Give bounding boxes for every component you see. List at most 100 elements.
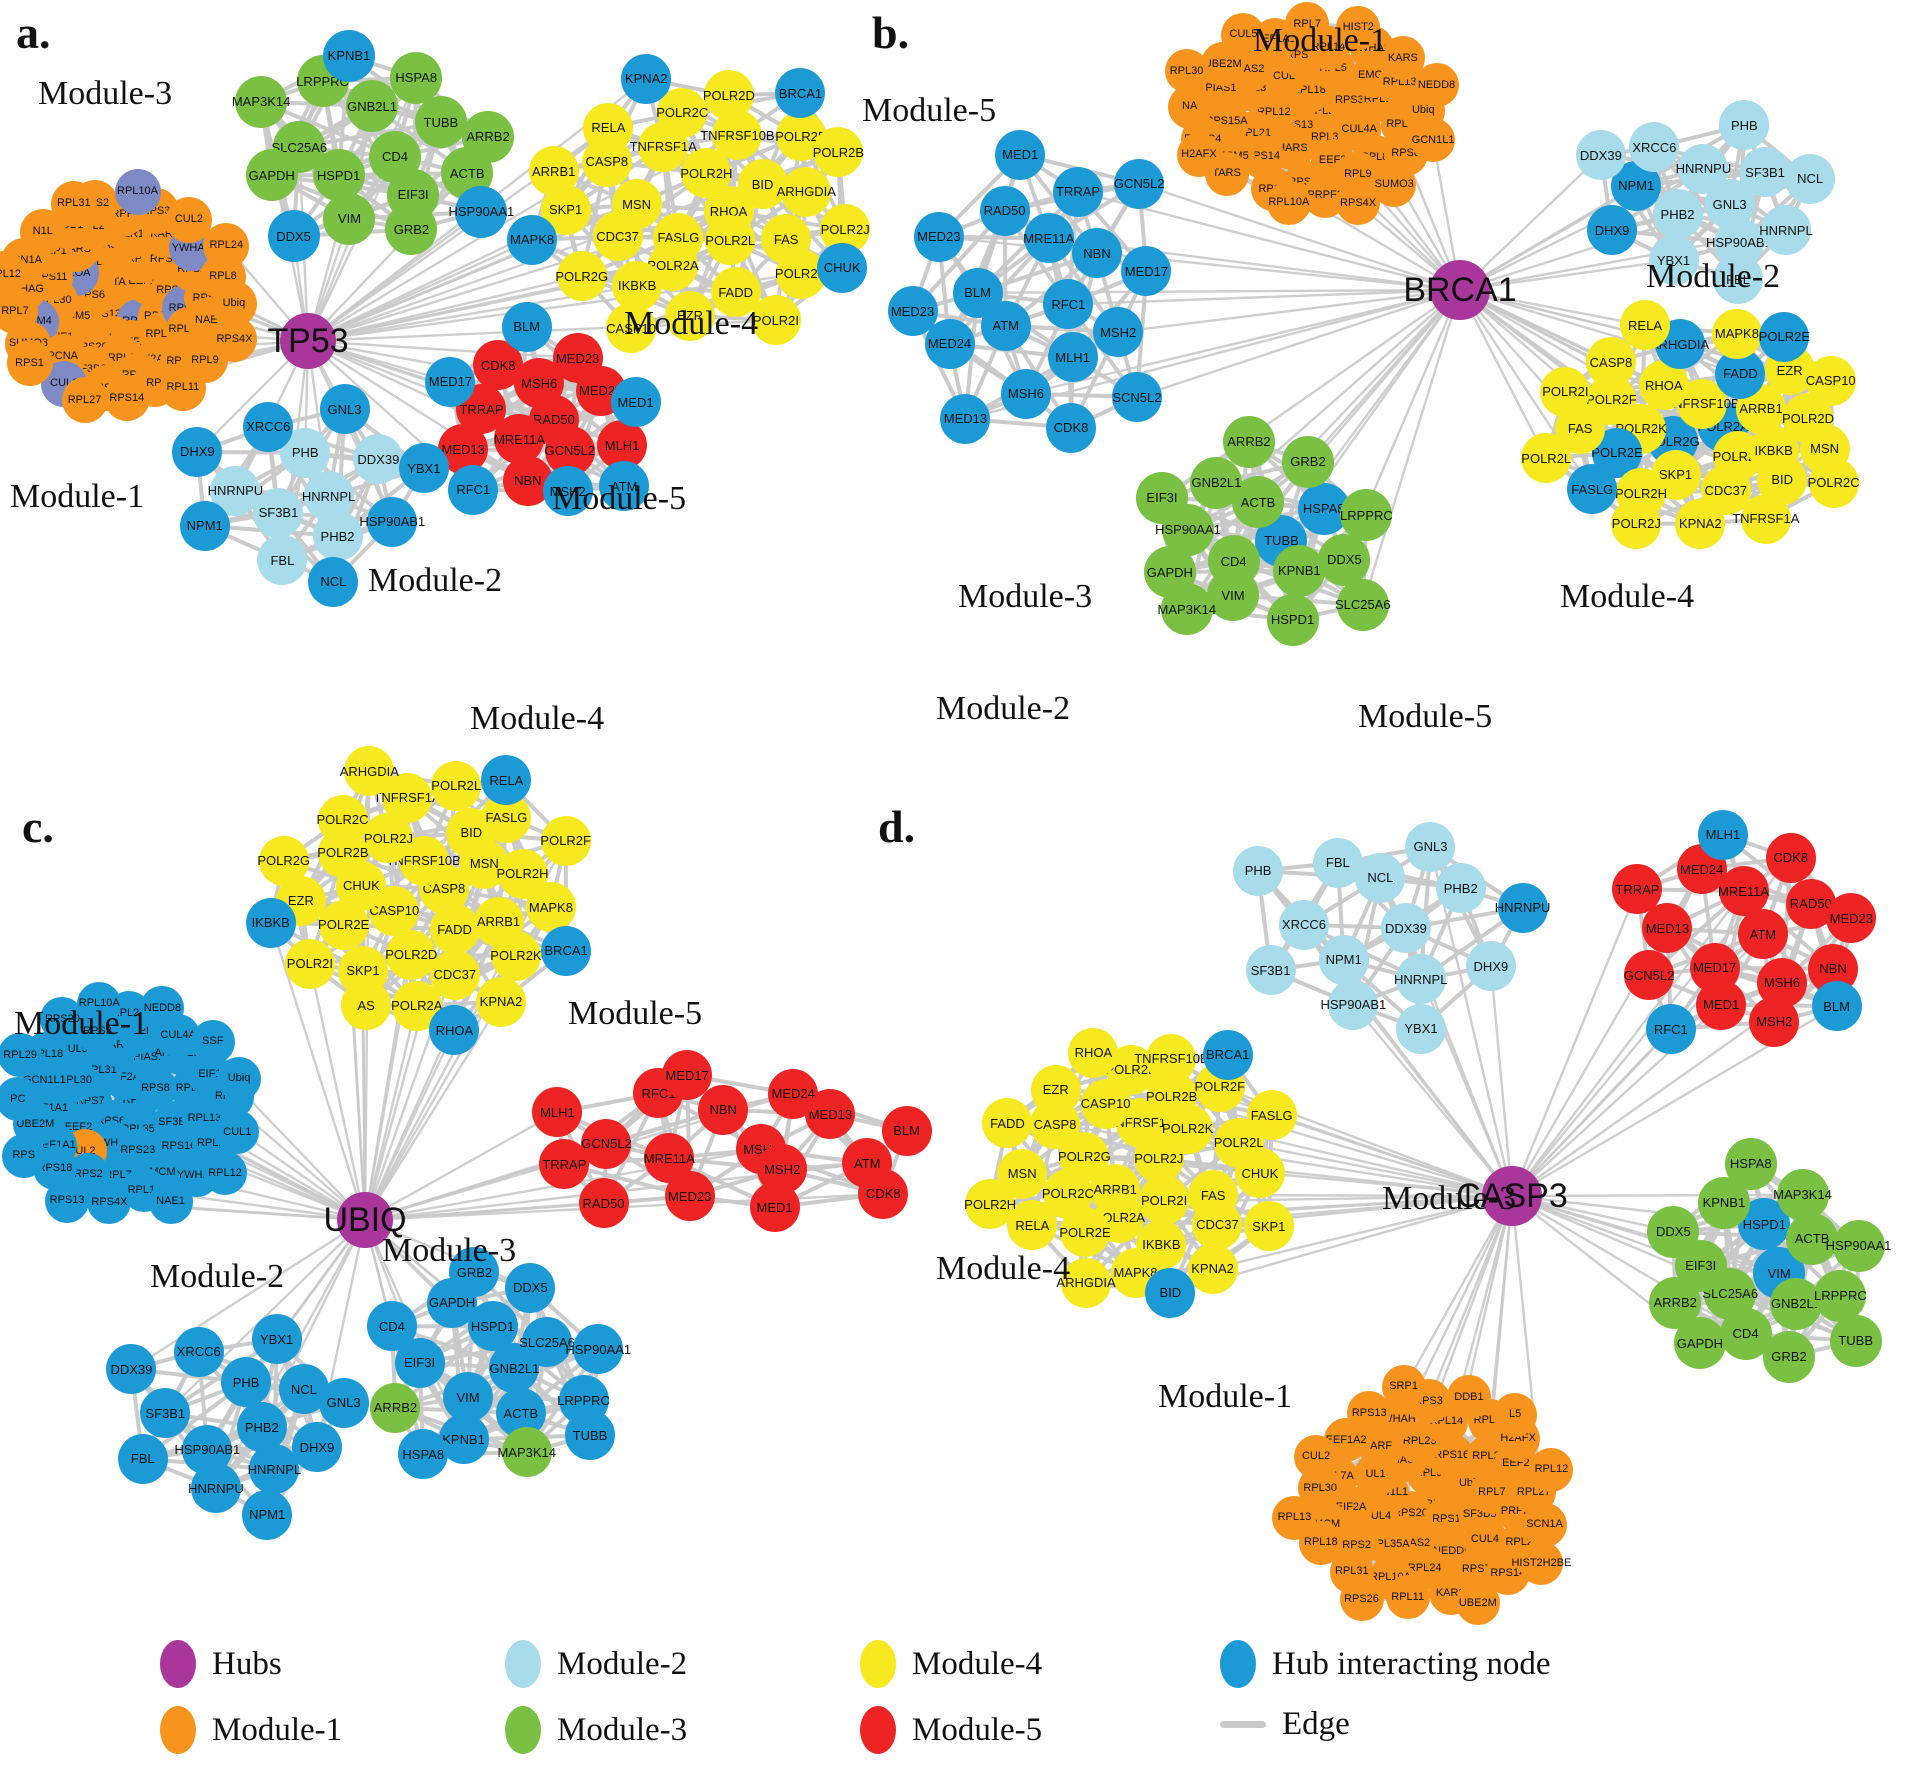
network-node[interactable]: HNRNPL [1394, 954, 1448, 1005]
node-label: HSPA8 [1729, 1156, 1772, 1172]
node-label: HSP90AB1 [1320, 997, 1387, 1013]
network-node[interactable]: FBL [1312, 837, 1363, 888]
module-label-b-0: Module-1 [1253, 22, 1388, 59]
network-node[interactable]: HNRNPU [1495, 882, 1550, 933]
node-label: CUL4 [1470, 1532, 1500, 1545]
network-node[interactable]: NCL [1355, 852, 1406, 903]
network-node[interactable]: GCN5L2 [1624, 950, 1674, 1001]
module-label-d-4: Module-1 [1158, 1378, 1293, 1415]
network-node[interactable]: TNFRSF10B [1134, 1033, 1209, 1084]
network-node[interactable]: CHUK [1234, 1148, 1285, 1199]
network-node[interactable]: MED1 [1696, 979, 1747, 1030]
network-node[interactable]: ATM [1737, 909, 1788, 960]
network-node[interactable]: EZR [1030, 1064, 1081, 1115]
panel-letter-a: a. [16, 7, 51, 58]
module-label-a-1: Module-1 [10, 478, 145, 515]
network-node[interactable]: L5 [1493, 1392, 1538, 1437]
network-node[interactable]: TUBB [1829, 1314, 1882, 1367]
node-label: CUL2 [1301, 1450, 1331, 1463]
node-label: MAP3K14 [1773, 1187, 1832, 1203]
node-label: EIF3I [1685, 1258, 1717, 1274]
network-node[interactable]: KPNA2 [1187, 1243, 1238, 1294]
network-node[interactable]: DDX39 [1380, 903, 1431, 954]
network-node[interactable]: GAPDH [1673, 1317, 1726, 1370]
node-label: LRPPRC [1814, 1288, 1867, 1304]
network-node[interactable]: POLR2I [1139, 1175, 1190, 1226]
network-node[interactable]: RPL11 [1385, 1575, 1430, 1620]
network-node[interactable]: MLH1 [1697, 809, 1748, 860]
network-node[interactable]: CUL2 [1294, 1434, 1339, 1479]
node-label: RHOA [1074, 1045, 1113, 1061]
network-node[interactable]: BID [1145, 1267, 1196, 1318]
node-label: MLH1 [1705, 827, 1741, 843]
node-label: SF3B1 [1250, 962, 1291, 978]
network-node[interactable]: BRCA1 [1202, 1029, 1253, 1080]
edge [306, 155, 397, 343]
network-node[interactable]: CDK8 [1765, 832, 1816, 883]
network-node[interactable]: TRRAP [1612, 864, 1663, 915]
node-label: NPM1 [1325, 952, 1362, 968]
network-node[interactable]: BLM [1811, 981, 1862, 1032]
node-label: KPNB1 [1702, 1195, 1746, 1211]
network-node[interactable]: GRB2 [1762, 1330, 1815, 1383]
node-label: CASP10 [1080, 1096, 1131, 1112]
network-node[interactable]: PHB2 [1435, 863, 1486, 914]
legend-color-swatch [860, 1640, 896, 1688]
edge [306, 238, 534, 343]
network-node[interactable]: NPM1 [1318, 934, 1369, 985]
network-node[interactable]: SF3B1 [1245, 945, 1296, 996]
network-node[interactable]: FASLG [1246, 1090, 1297, 1141]
node-label: HNRNPL [1394, 971, 1448, 987]
node-label: DDX39 [1384, 920, 1427, 936]
network-node[interactable]: YBX1 [1396, 1003, 1446, 1054]
network-node[interactable]: MAP3K14 [1773, 1168, 1832, 1221]
network-node[interactable]: SRP1 [1381, 1364, 1426, 1409]
node-label: PHB [1244, 863, 1272, 879]
legend-color-swatch [160, 1640, 196, 1688]
node-label: FASLG [1250, 1107, 1293, 1123]
network-node[interactable]: RPS26 [1339, 1577, 1384, 1622]
legend-edge-swatch [1220, 1721, 1266, 1728]
network-node[interactable]: RHOA [1068, 1027, 1119, 1078]
node-label: HSP90AA1 [1825, 1238, 1892, 1254]
module-label-c-3: Module-2 [150, 1258, 285, 1295]
node-label: RPS13 [1351, 1406, 1387, 1419]
edge [1510, 888, 1639, 1198]
network-node[interactable]: GNL3 [1405, 821, 1456, 872]
node-label: BRCA1 [1206, 1047, 1250, 1063]
network-node[interactable]: XRCC6 [1278, 899, 1329, 950]
edge [1489, 964, 1514, 1198]
network-node[interactable]: RPL12 [1529, 1447, 1574, 1492]
module-label-b-2: Module-2 [1646, 258, 1781, 295]
node-label: GRB2 [1771, 1349, 1807, 1365]
node-label: RPL12 [1534, 1463, 1569, 1476]
network-node[interactable]: FADD [982, 1098, 1033, 1149]
network-node[interactable]: SCN1A [1522, 1502, 1567, 1547]
network-node[interactable]: HSP90AB1 [1320, 979, 1386, 1030]
network-node[interactable]: MSH2 [1749, 996, 1800, 1047]
edge [1510, 1027, 1673, 1198]
node-label: DDB1 [1454, 1390, 1484, 1403]
network-node[interactable]: RPL13 [1272, 1495, 1317, 1540]
network-node[interactable]: HSP90AA1 [1826, 1219, 1891, 1272]
network-node[interactable]: UBE2M [1455, 1581, 1500, 1626]
legend-label: Module-2 [557, 1645, 688, 1682]
network-node[interactable]: ACTB [1786, 1212, 1839, 1265]
network-node[interactable]: GNB2L1 [1769, 1277, 1822, 1330]
node-label: RPL11 [1391, 1590, 1425, 1603]
network-node[interactable]: HSPA8 [1724, 1137, 1777, 1190]
network-node[interactable]: DDX5 [1647, 1205, 1700, 1258]
network-node[interactable]: POLR2H [964, 1179, 1016, 1230]
network-node[interactable]: SKP1 [1243, 1201, 1294, 1251]
network-node[interactable]: RFC1 [1645, 1004, 1696, 1055]
node-label: CDK8 [1773, 850, 1809, 866]
network-node[interactable]: PHB [1233, 845, 1284, 896]
network-node[interactable]: DHX9 [1465, 941, 1516, 992]
network-node[interactable]: MED23 [1826, 893, 1877, 944]
node-label: DDX5 [1656, 1224, 1691, 1240]
network-node[interactable]: HIST2H2BE [1511, 1541, 1571, 1586]
legend-color-swatch [505, 1706, 541, 1754]
network-node[interactable]: DDB1 [1446, 1375, 1491, 1420]
network-node[interactable]: CDC37 [1192, 1199, 1243, 1250]
node-label: POLR2F [1194, 1079, 1246, 1095]
